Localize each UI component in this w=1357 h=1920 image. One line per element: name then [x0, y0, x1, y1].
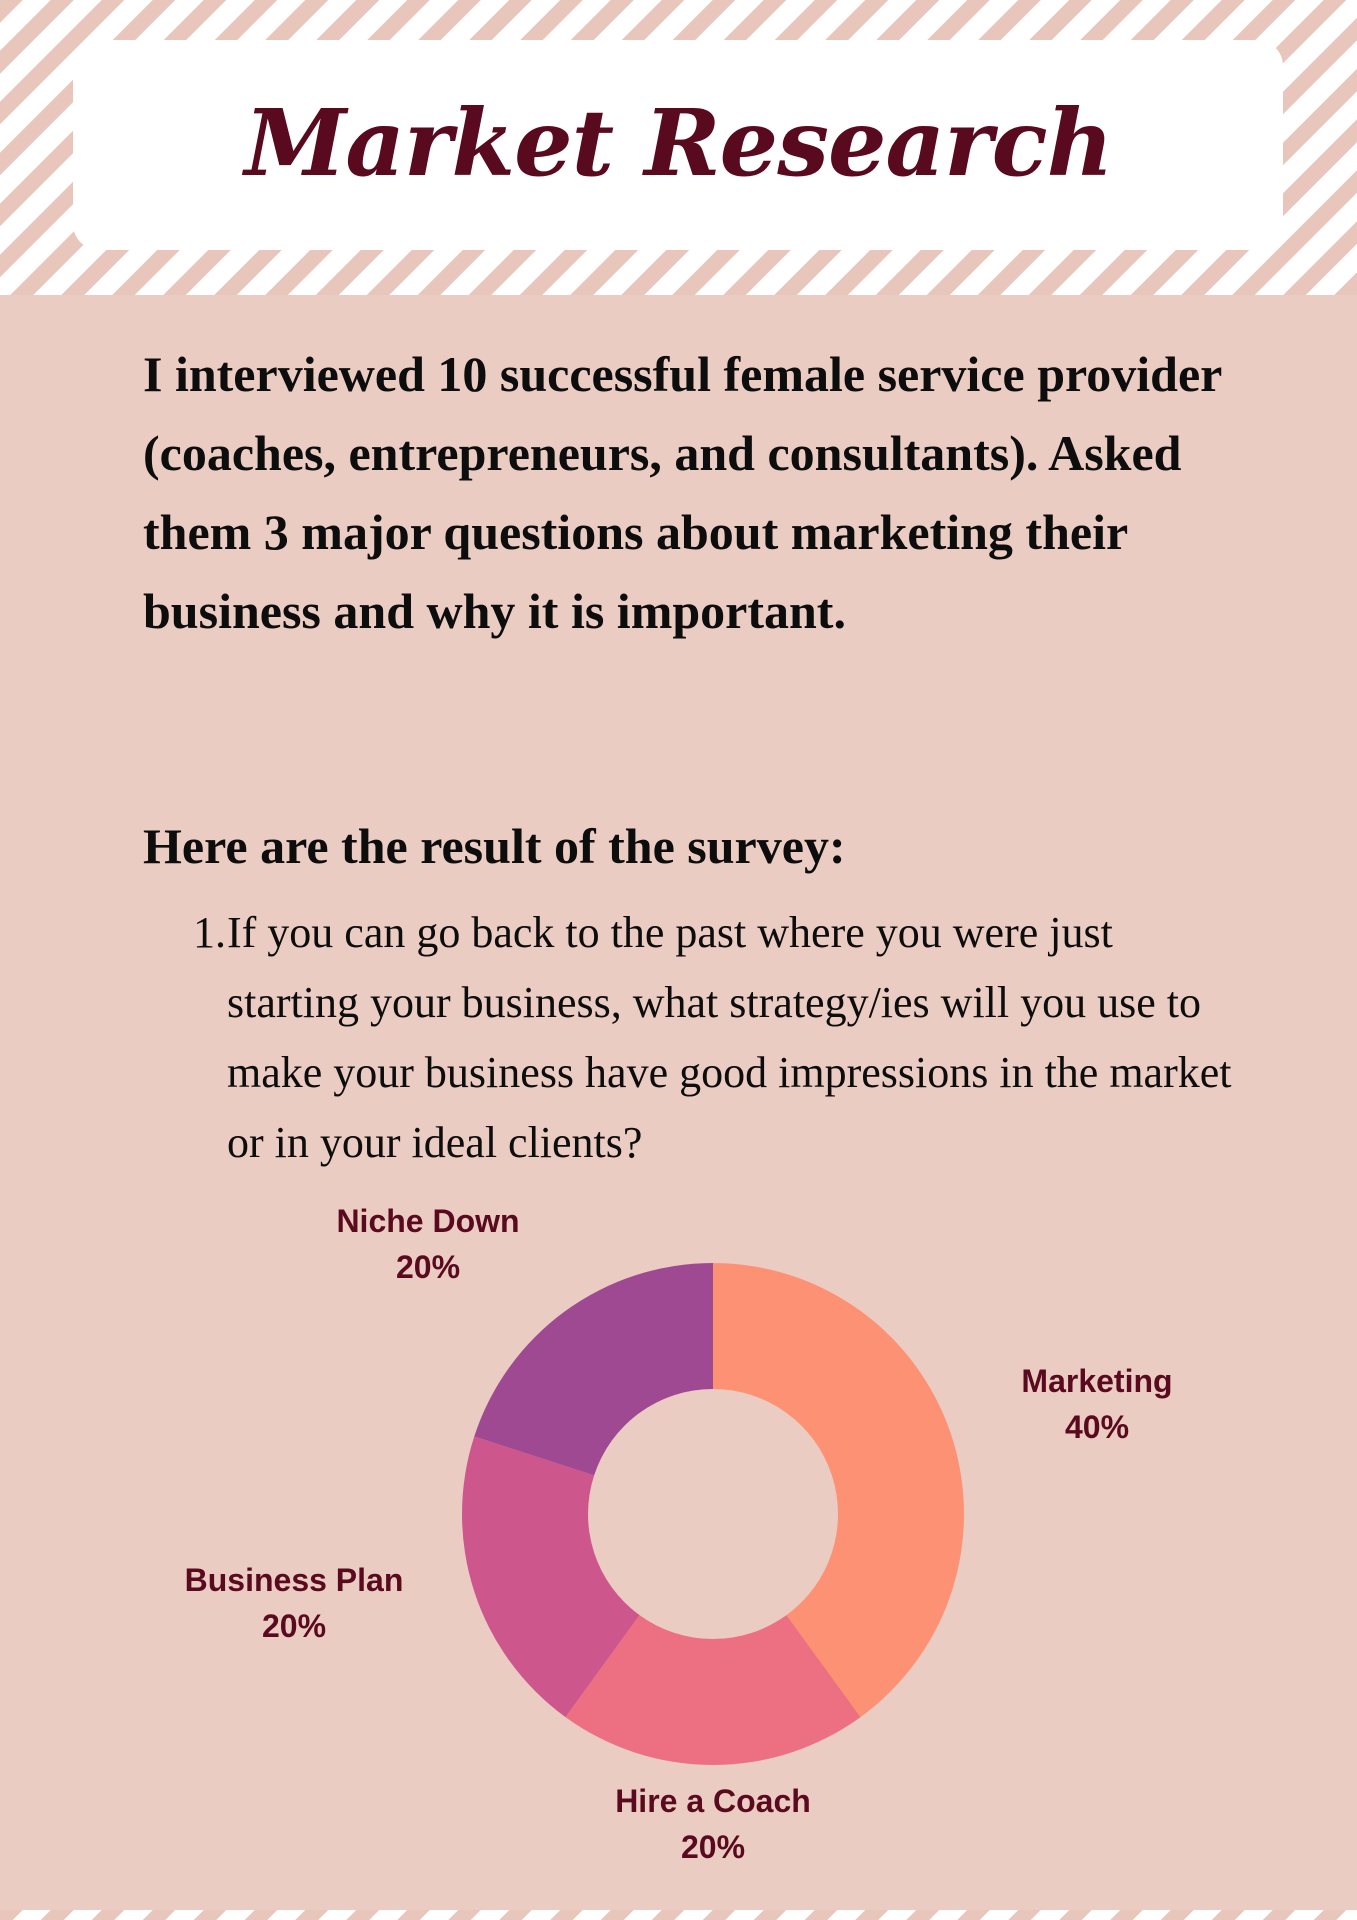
survey-heading: Here are the result of the survey: [143, 818, 846, 874]
slice-value-business-plan: 20% [262, 1608, 326, 1644]
slice-business-plan [462, 1436, 640, 1718]
slice-value-marketing: 40% [1065, 1409, 1129, 1445]
slice-label-niche-down: Niche Down [336, 1203, 519, 1239]
question-text: If you can go back to the past where you… [227, 908, 1232, 1167]
slice-label-business-plan: Business Plan [185, 1562, 404, 1598]
title-banner [73, 40, 1283, 250]
slice-value-hire-a-coach: 20% [681, 1829, 745, 1865]
slice-marketing [713, 1263, 964, 1718]
slice-value-niche-down: 20% [396, 1249, 460, 1285]
question-number: 1. [193, 908, 226, 957]
slice-hire-a-coach [565, 1615, 861, 1765]
striped-footer-background [0, 1910, 1357, 1920]
slice-niche-down [474, 1263, 713, 1476]
page-title: Market Research [244, 89, 1113, 197]
intro-paragraph: I interviewed 10 successful female servi… [143, 346, 1222, 639]
slice-label-hire-a-coach: Hire a Coach [615, 1783, 811, 1819]
slice-label-marketing: Marketing [1021, 1363, 1172, 1399]
